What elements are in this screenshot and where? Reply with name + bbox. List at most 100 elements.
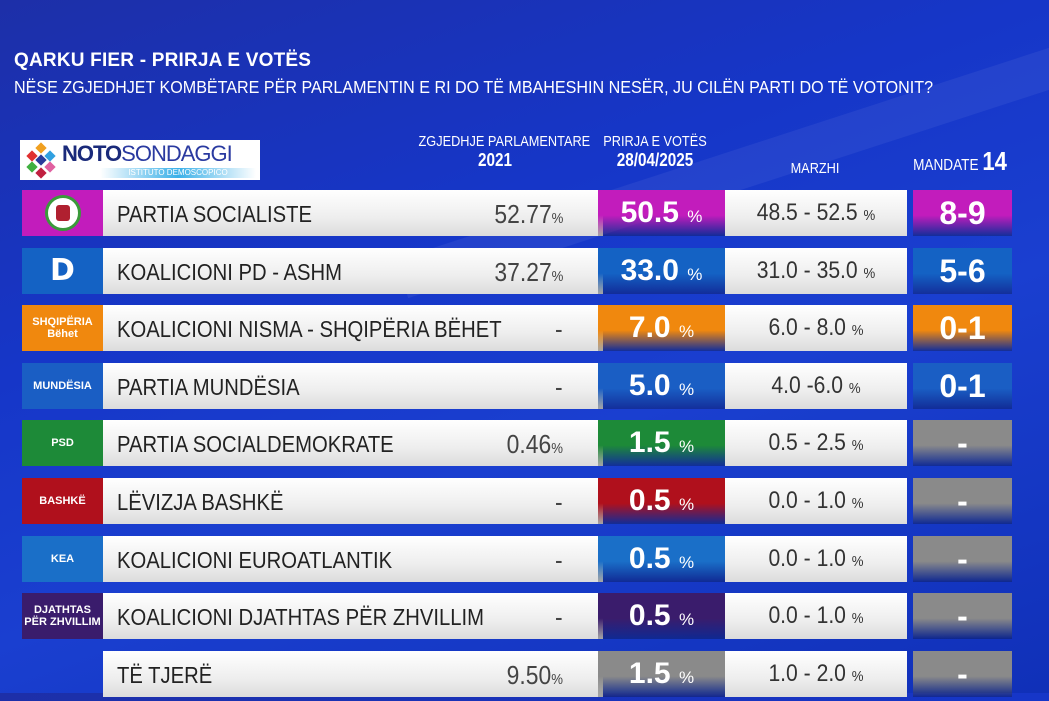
percent-sign: % [551,267,563,285]
seats: - [913,535,1012,582]
percent-sign: % [851,495,864,512]
party-bar: LËVIZJA BASHKË - [103,478,603,524]
margin-range: 0.0 - 1.0 % [768,544,864,572]
margin-cell: 1.0 - 2.0 % [725,650,907,697]
prev-result-2021: - [555,371,563,402]
margin-range: 4.0 -6.0 % [771,371,861,399]
percent-sign: % [678,667,695,687]
party-name: PARTIA MUNDËSIA [117,373,300,400]
logo-tagline: ISTITUTO DEMOSCOPICO [100,168,256,178]
margin-cell: 0.0 - 1.0 % [725,535,907,582]
table-row: MUNDËSIA PARTIA MUNDËSIA - 5.0 % 4.0 -6.0 % 0… [22,362,1012,409]
header-prev-election: ZGJEDHJE PARLAMENTARE 2021 [418,133,591,170]
party-bar: PARTIA SOCIALDEMOKRATE 0.46% [103,420,603,467]
percent-sign: % [678,379,695,399]
vote-share: 50.5 % [598,190,725,236]
table-row: BASHKË LËVIZJA BASHKË - 0.5 % 0.0 - 1.0 % - [22,478,1012,524]
prev-result-2021: 9.50% [506,659,563,690]
percent-sign: % [851,322,864,340]
table-row: DJATHTAS PËR ZHVILLIM KOALICIONI DJATHTAS… [22,593,1012,640]
party-name: KOALICIONI EUROATLANTIK [117,546,393,573]
header-margin: MARZHI [790,160,840,177]
margin-cell: 0.5 - 2.5 % [725,420,907,467]
margin-cell: 48.5 - 52.5 % [725,190,907,236]
percent-sign: % [848,379,861,397]
table-row: PARTIA SOCIALISTE 52.77% 50.5 % 48.5 - 52.5… [22,190,1012,236]
percent-sign: % [551,210,563,227]
party-name: KOALICIONI PD - ASHM [117,258,342,285]
party-logo: D [22,247,103,294]
margin-range: 1.0 - 2.0 % [768,659,864,687]
party-logo: MUNDËSIA [22,362,103,409]
seats: - [913,593,1012,640]
percent-sign: % [687,264,703,284]
vote-share: 5.0 % [598,362,725,409]
party-logo: SHQIPËRIA Bëhet [22,305,103,352]
margin-cell: 31.0 - 35.0 % [725,247,907,294]
table-row: SHQIPËRIA Bëhet KOALICIONI NISMA - SHQIPË… [22,305,1012,352]
vote-share: 33.0 % [598,247,725,294]
percent-sign: % [678,552,695,572]
margin-range: 0.5 - 2.5 % [768,429,864,457]
seats: - [913,650,1012,697]
prev-result-2021: 52.77% [493,199,563,229]
margin-range: 0.0 - 1.0 % [768,602,864,630]
percent-sign: % [851,610,864,628]
party-name: PARTIA SOCIALISTE [117,201,312,227]
prev-result-2021: 0.46% [506,429,563,460]
party-name: KOALICIONI NISMA - SHQIPËRIA BËHET [117,316,502,343]
percent-sign: % [678,437,695,457]
percent-sign: % [678,495,695,514]
table-row: PSD PARTIA SOCIALDEMOKRATE 0.46% 1.5 % 0.5 -… [22,420,1012,467]
header-seats: MANDATE 14 [913,146,1007,176]
rose-emblem-icon [44,195,81,231]
prev-result-2021: - [555,314,563,345]
logo-brand: NOTOSONDAGGI [62,141,233,166]
prev-result-2021: 37.27% [493,256,563,287]
party-bar: PARTIA MUNDËSIA - [103,362,603,409]
percent-sign: % [863,264,876,282]
margin-range: 0.0 - 1.0 % [768,487,864,514]
seats: - [913,478,1012,524]
notosondaggi-logo: NOTOSONDAGGI ISTITUTO DEMOSCOPICO [20,140,260,180]
margin-cell: 0.0 - 1.0 % [725,478,907,524]
margin-cell: 0.0 - 1.0 % [725,593,907,640]
logo-dots-icon [24,142,58,179]
seats: 0-1 [913,362,1012,409]
table-row: D KOALICIONI PD - ASHM 37.27% 33.0 % 31.0 - … [22,247,1012,294]
percent-sign: % [851,667,864,685]
party-logo [22,190,103,236]
prev-result-2021: - [555,544,563,575]
seats: 8-9 [913,190,1012,236]
vote-share: 1.5 % [598,650,725,697]
party-bar: PARTIA SOCIALISTE 52.77% [103,190,603,236]
party-name: LËVIZJA BASHKË [117,489,284,515]
party-bar: KOALICIONI DJATHTAS PËR ZHVILLIM - [103,593,603,640]
vote-share: 0.5 % [598,535,725,582]
margin-range: 6.0 - 8.0 % [768,314,864,342]
party-name: TË TJERË [117,661,213,688]
seats: - [913,420,1012,467]
page-title: QARKU FIER - PRIRJA E VOTËS [14,50,312,71]
party-logo: KEA [22,535,103,582]
vote-share: 1.5 % [598,420,725,467]
margin-range: 48.5 - 52.5 % [756,199,876,226]
party-name: PARTIA SOCIALDEMOKRATE [117,431,394,458]
party-logo: PSD [22,420,103,467]
prev-result-2021: - [555,602,563,633]
party-bar: KOALICIONI PD - ASHM 37.27% [103,247,603,294]
percent-sign: % [551,440,563,458]
percent-sign: % [851,437,864,455]
percent-sign: % [687,207,703,226]
rose-icon [55,205,70,221]
table-row: TË TJERË 9.50% 1.5 % 1.0 - 2.0 % - [22,650,1012,697]
seats: 5-6 [913,247,1012,294]
vote-share: 0.5 % [598,593,725,640]
party-bar: KOALICIONI NISMA - SHQIPËRIA BËHET - [103,305,603,352]
party-name: KOALICIONI DJATHTAS PËR ZHVILLIM [117,604,485,631]
vote-share: 7.0 % [598,305,725,352]
vote-share: 0.5 % [598,478,725,524]
percent-sign: % [851,552,864,570]
seats: 0-1 [913,305,1012,352]
percent-sign: % [551,670,563,688]
